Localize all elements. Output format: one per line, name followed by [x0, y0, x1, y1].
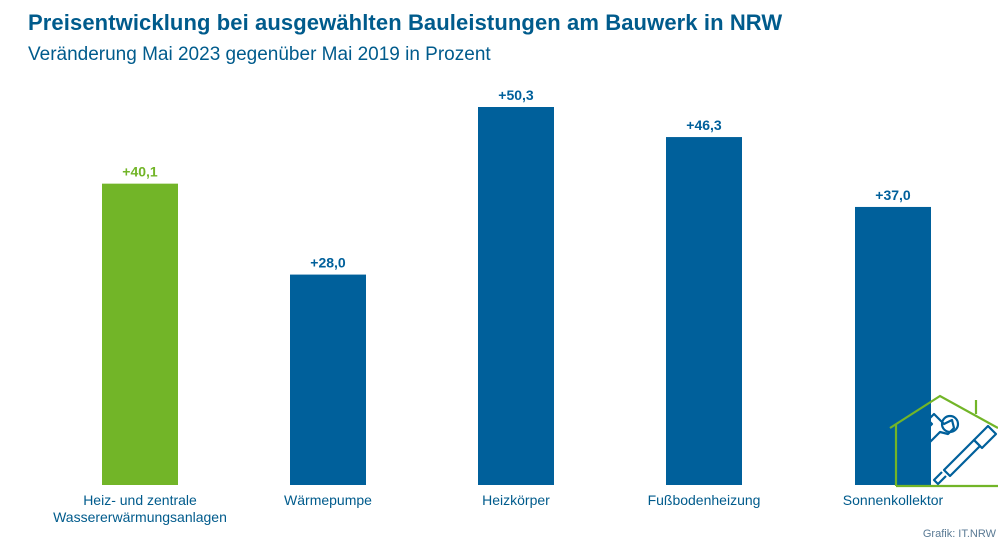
value-label: +50,3 [498, 87, 534, 103]
category-label: Heiz- und zentrale Wassererwärmungsanlage… [53, 492, 227, 525]
screwdriver-icon [932, 424, 998, 486]
chart-title: Preisentwicklung bei ausgewählten Baulei… [28, 10, 783, 35]
value-label: +37,0 [875, 187, 911, 203]
category-label: Fußbodenheizung [648, 492, 761, 508]
wrench-icon [908, 412, 960, 456]
source-credit: Grafik: IT.NRW [922, 528, 996, 540]
house-tools-icon [889, 394, 998, 488]
category-label: Wärmepumpe [284, 492, 372, 508]
bar [855, 206, 931, 485]
value-label: +40,1 [122, 164, 158, 180]
value-label: +46,3 [686, 117, 722, 133]
category-label: Sonnenkollektor [843, 492, 944, 508]
bar [478, 107, 554, 485]
value-label: +28,0 [310, 255, 346, 271]
bar [102, 183, 178, 485]
house-outline [889, 394, 998, 429]
chart-subtitle: Veränderung Mai 2023 gegenüber Mai 2019 … [28, 44, 491, 65]
bar [290, 274, 366, 485]
category-label: Heizkörper [482, 492, 550, 508]
bar [666, 137, 742, 486]
